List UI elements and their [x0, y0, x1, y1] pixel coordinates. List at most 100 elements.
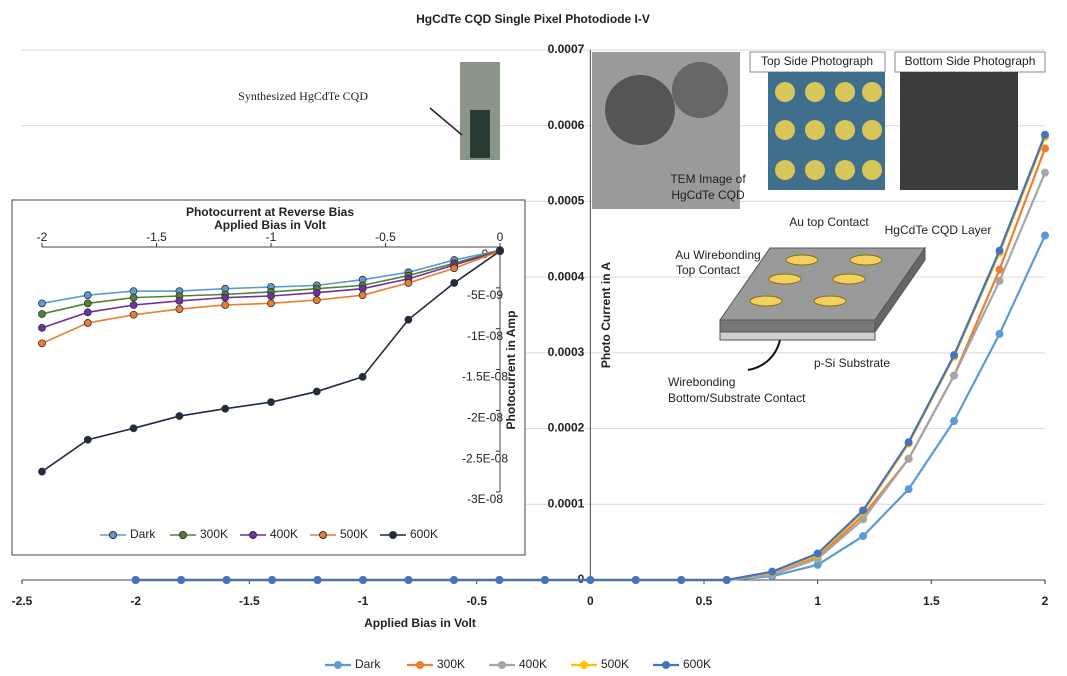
y-tick-label: 0.0002	[548, 421, 585, 435]
chart-title: Photocurrent at Reverse Bias	[186, 205, 354, 219]
point	[268, 300, 275, 307]
point	[222, 301, 229, 308]
legend-marker	[663, 662, 670, 669]
point	[176, 297, 183, 304]
x-tick-label: 1.5	[923, 594, 940, 608]
point	[84, 319, 91, 326]
tem-blob	[672, 62, 728, 118]
y-tick-label: 0.0004	[548, 269, 585, 283]
x-tick-label: -1.5	[146, 230, 167, 244]
legend-label: Dark	[355, 657, 381, 671]
annotation: Au top Contact	[789, 215, 869, 229]
point	[951, 372, 958, 379]
point	[223, 577, 230, 584]
x-tick-label: 1	[814, 594, 821, 608]
point	[359, 373, 366, 380]
legend-marker	[417, 662, 424, 669]
x-tick-label: -2	[37, 230, 48, 244]
point	[996, 266, 1003, 273]
y-axis-label: Photocurrent in Amp	[504, 311, 518, 430]
annotation: Top Side Photograph	[761, 54, 873, 68]
x-axis-label: Applied Bias in Volt	[214, 218, 326, 232]
point	[268, 399, 275, 406]
point	[359, 285, 366, 292]
point	[269, 577, 276, 584]
point	[84, 309, 91, 316]
point	[39, 324, 46, 331]
point	[84, 300, 91, 307]
point	[405, 279, 412, 286]
vial-liquid	[470, 110, 490, 158]
annotation: TEM Image of	[670, 172, 746, 186]
point	[951, 418, 958, 425]
y-tick-label: 0.0003	[548, 345, 585, 359]
point	[268, 293, 275, 300]
device-side	[720, 320, 875, 332]
point	[450, 577, 457, 584]
y-tick-label: -2.5E-08	[462, 451, 508, 465]
chart: 00.00010.00020.00030.00040.00050.00060.0…	[0, 0, 1067, 676]
substrate	[720, 332, 875, 340]
point	[405, 316, 412, 323]
y-tick-label: 0.0001	[548, 496, 585, 510]
point	[130, 294, 137, 301]
point	[587, 577, 594, 584]
point	[314, 577, 321, 584]
inset-frame	[12, 200, 525, 555]
point	[769, 568, 776, 575]
annotation: Top Contact	[676, 263, 741, 277]
annotation: HgCdTe CQD	[671, 188, 745, 202]
point	[541, 577, 548, 584]
x-axis-label: Applied Bias in Volt	[364, 616, 476, 630]
legend-label: 600K	[683, 657, 711, 671]
point	[313, 297, 320, 304]
point	[951, 352, 958, 359]
point	[905, 486, 912, 493]
legend-label: 500K	[601, 657, 629, 671]
y-tick-label: 0.0005	[548, 194, 585, 208]
legend-marker	[390, 532, 397, 539]
point	[996, 330, 1003, 337]
point	[84, 292, 91, 299]
point	[996, 247, 1003, 254]
annotation: Bottom Side Photograph	[905, 54, 1036, 68]
x-tick-label: 0	[497, 230, 504, 244]
x-tick-label: -0.5	[375, 230, 396, 244]
y-tick-label: -5E-09	[467, 288, 503, 302]
point	[1042, 232, 1049, 239]
point	[496, 577, 503, 584]
bottom-photo	[900, 72, 1018, 190]
tem-blob	[605, 75, 675, 145]
legend-marker	[320, 532, 327, 539]
legend-marker	[180, 532, 187, 539]
legend-label: Dark	[130, 527, 156, 541]
point	[130, 288, 137, 295]
x-tick-label: 0.5	[696, 594, 713, 608]
point	[678, 577, 685, 584]
y-tick-label: -1.5E-08	[462, 370, 508, 384]
y-tick-label: -2E-08	[467, 411, 503, 425]
point	[222, 294, 229, 301]
point	[497, 248, 504, 255]
point	[130, 311, 137, 318]
annotation: p-Si Substrate	[814, 356, 890, 370]
point	[860, 533, 867, 540]
legend-marker	[110, 532, 117, 539]
point	[178, 577, 185, 584]
point	[451, 279, 458, 286]
x-tick-label: -1.5	[239, 594, 260, 608]
legend-marker	[499, 662, 506, 669]
y-tick-label: -1E-08	[467, 329, 503, 343]
point	[39, 310, 46, 317]
point	[814, 550, 821, 557]
point	[132, 577, 139, 584]
point	[176, 306, 183, 313]
point	[451, 265, 458, 272]
point	[39, 300, 46, 307]
point	[39, 468, 46, 475]
point	[130, 425, 137, 432]
point	[723, 577, 730, 584]
point	[130, 301, 137, 308]
point	[860, 507, 867, 514]
y-tick-label: 0.0006	[548, 118, 585, 132]
